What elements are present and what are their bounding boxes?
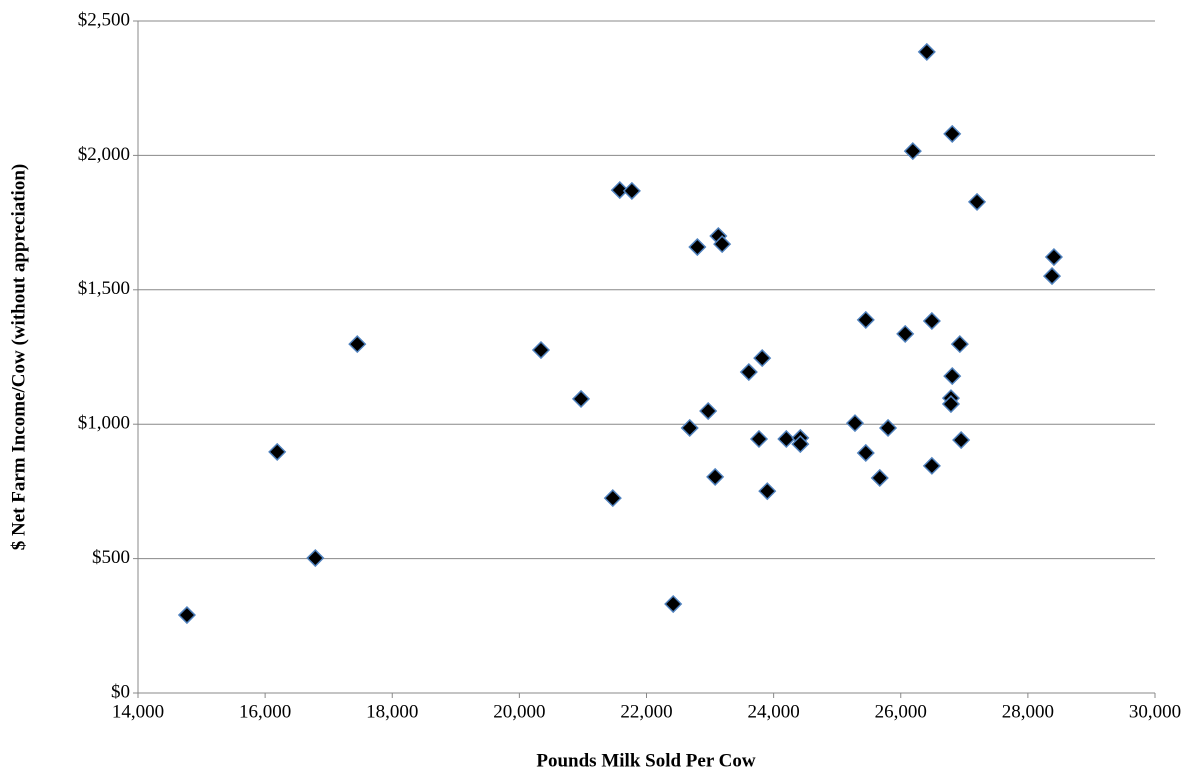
point — [941, 394, 961, 414]
point — [917, 42, 936, 61]
point — [177, 605, 197, 625]
y-tick-label: $1,500 — [78, 278, 130, 299]
point — [856, 443, 875, 463]
y-tick-label: $2,500 — [78, 9, 130, 30]
point — [739, 362, 758, 382]
y-tick-label: $2,000 — [78, 144, 130, 165]
point — [791, 435, 810, 454]
point — [268, 442, 287, 461]
x-tick-label: 14,000 — [112, 701, 164, 722]
point — [1042, 267, 1062, 286]
point — [749, 429, 769, 449]
x-tick-label: 24,000 — [748, 701, 800, 722]
point — [706, 467, 725, 486]
point — [610, 181, 629, 200]
x-tick-label: 16,000 — [239, 701, 291, 722]
point — [699, 401, 718, 421]
point — [1044, 247, 1064, 267]
point — [922, 456, 941, 475]
point — [603, 489, 622, 508]
point — [903, 142, 922, 161]
x-tick-label: 20,000 — [493, 701, 545, 722]
point — [713, 235, 732, 254]
point — [571, 389, 591, 408]
x-tick-label: 18,000 — [366, 701, 418, 722]
point — [967, 192, 987, 211]
point — [306, 549, 325, 568]
x-tick-label: 22,000 — [620, 701, 672, 722]
point — [922, 311, 941, 331]
y-tick-label: $500 — [92, 547, 130, 568]
x-tick-label: 28,000 — [1002, 701, 1054, 722]
point — [622, 181, 641, 200]
point — [758, 482, 777, 501]
point — [870, 468, 889, 488]
point — [896, 324, 915, 343]
point — [531, 340, 551, 360]
point — [943, 124, 962, 143]
y-tick-label: $1,000 — [78, 413, 130, 434]
point — [777, 429, 796, 449]
point — [688, 238, 707, 257]
point — [680, 418, 699, 438]
point — [348, 335, 367, 354]
point — [856, 310, 875, 329]
point — [943, 367, 962, 386]
point — [878, 418, 898, 438]
point — [845, 414, 865, 433]
point — [950, 335, 969, 354]
y-tick-label: $0 — [111, 681, 130, 702]
y-axis-title: $ Net Farm Income/Cow (without appreciat… — [8, 164, 29, 550]
point — [952, 430, 971, 450]
x-tick-label: 30,000 — [1129, 701, 1181, 722]
x-tick-label: 26,000 — [875, 701, 927, 722]
point — [664, 594, 683, 614]
x-axis-title: Pounds Milk Sold Per Cow — [536, 750, 756, 771]
point — [753, 349, 772, 368]
